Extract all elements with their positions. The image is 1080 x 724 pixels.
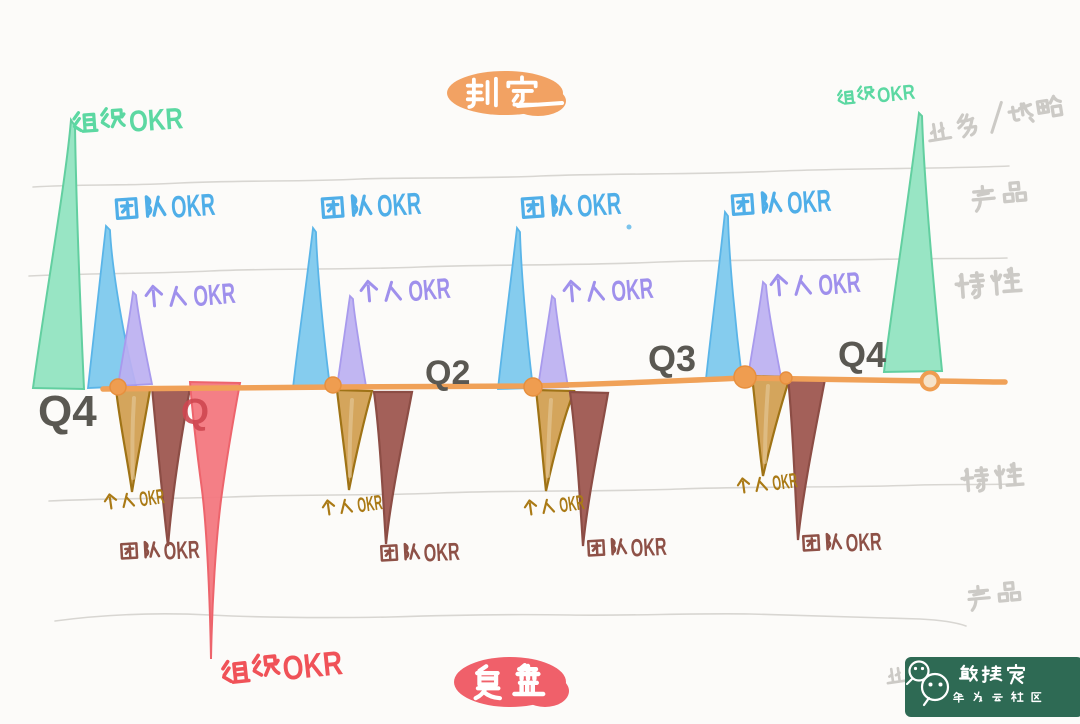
svg-text:OKR: OKR [771,469,799,495]
svg-text:OKR: OKR [423,538,460,568]
svg-text:OKR: OKR [407,273,452,309]
svg-text:OKR: OKR [876,81,916,108]
svg-text:OKR: OKR [138,485,166,511]
svg-text:Q3: Q3 [648,338,696,379]
svg-text:OKR: OKR [576,186,622,224]
svg-text:Q4: Q4 [38,387,97,436]
svg-text:OKR: OKR [817,267,862,303]
svg-text:OKR: OKR [356,491,384,517]
svg-text:OKR: OKR [192,278,237,314]
svg-text:OKR: OKR [163,536,200,566]
svg-text:OKR: OKR [558,491,586,517]
svg-text:OKR: OKR [845,528,882,558]
svg-text:Q2: Q2 [425,354,470,392]
svg-text:OKR: OKR [786,183,832,221]
svg-text:OKR: OKR [170,187,216,225]
svg-text:OKR: OKR [610,273,655,309]
svg-text:Q: Q [181,391,209,432]
svg-text:Q4: Q4 [838,334,886,375]
svg-text:OKR: OKR [281,644,345,688]
svg-text:OKR: OKR [376,186,422,224]
svg-text:OKR: OKR [128,102,184,139]
svg-text:OKR: OKR [630,533,667,563]
